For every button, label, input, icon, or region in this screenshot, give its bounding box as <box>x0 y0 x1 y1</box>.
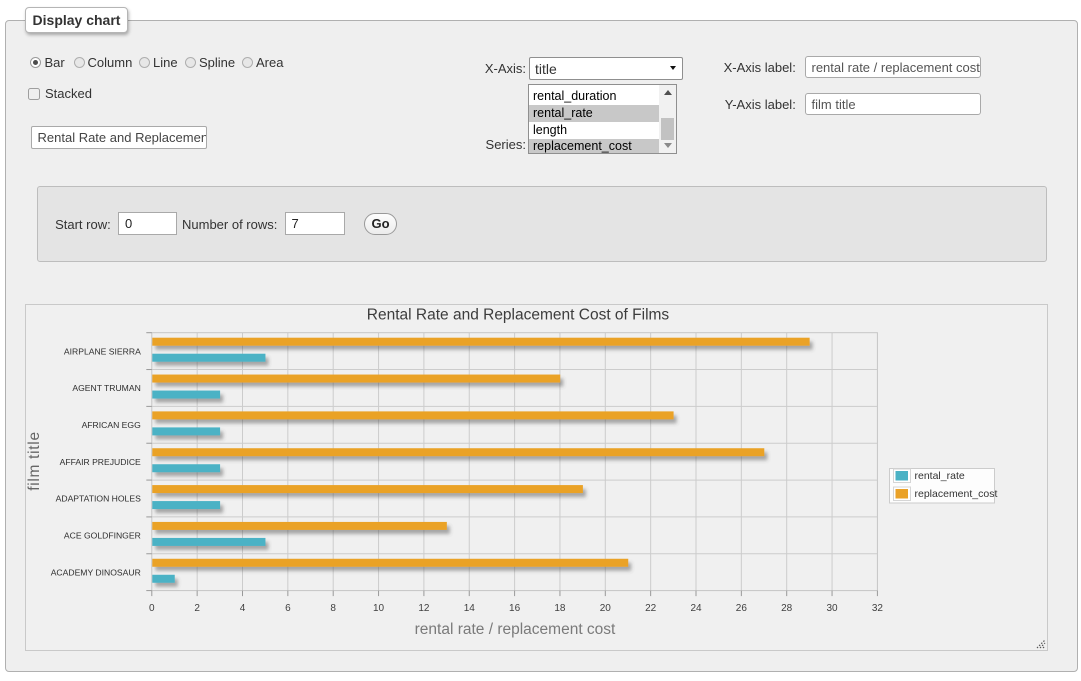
svg-text:20: 20 <box>600 603 612 614</box>
svg-text:32: 32 <box>872 603 884 614</box>
svg-text:AFRICAN EGG: AFRICAN EGG <box>82 420 142 430</box>
svg-text:ADAPTATION HOLES: ADAPTATION HOLES <box>56 494 141 504</box>
svg-text:30: 30 <box>826 603 838 614</box>
svg-text:replacement_cost: replacement_cost <box>915 488 998 500</box>
svg-text:0: 0 <box>149 603 155 614</box>
svg-text:2: 2 <box>194 603 200 614</box>
svg-text:Rental Rate and Replacement Co: Rental Rate and Replacement Cost of Film… <box>367 307 670 324</box>
svg-text:AGENT TRUMAN: AGENT TRUMAN <box>72 383 140 393</box>
svg-text:film title: film title <box>26 431 43 491</box>
svg-text:18: 18 <box>554 603 566 614</box>
svg-text:24: 24 <box>690 603 702 614</box>
svg-text:AFFAIR PREJUDICE: AFFAIR PREJUDICE <box>60 457 141 467</box>
svg-text:ACADEMY DINOSAUR: ACADEMY DINOSAUR <box>51 567 141 577</box>
svg-text:14: 14 <box>464 603 476 614</box>
svg-text:rental_rate: rental_rate <box>915 470 965 482</box>
svg-text:10: 10 <box>373 603 385 614</box>
svg-text:26: 26 <box>736 603 748 614</box>
svg-text:22: 22 <box>645 603 657 614</box>
svg-text:8: 8 <box>330 603 336 614</box>
svg-text:4: 4 <box>240 603 246 614</box>
svg-text:12: 12 <box>418 603 430 614</box>
svg-text:16: 16 <box>509 603 521 614</box>
svg-text:6: 6 <box>285 603 291 614</box>
svg-text:AIRPLANE SIERRA: AIRPLANE SIERRA <box>64 346 141 356</box>
svg-text:rental rate / replacement cost: rental rate / replacement cost <box>415 621 616 638</box>
svg-text:ACE GOLDFINGER: ACE GOLDFINGER <box>64 531 141 541</box>
svg-text:28: 28 <box>781 603 793 614</box>
